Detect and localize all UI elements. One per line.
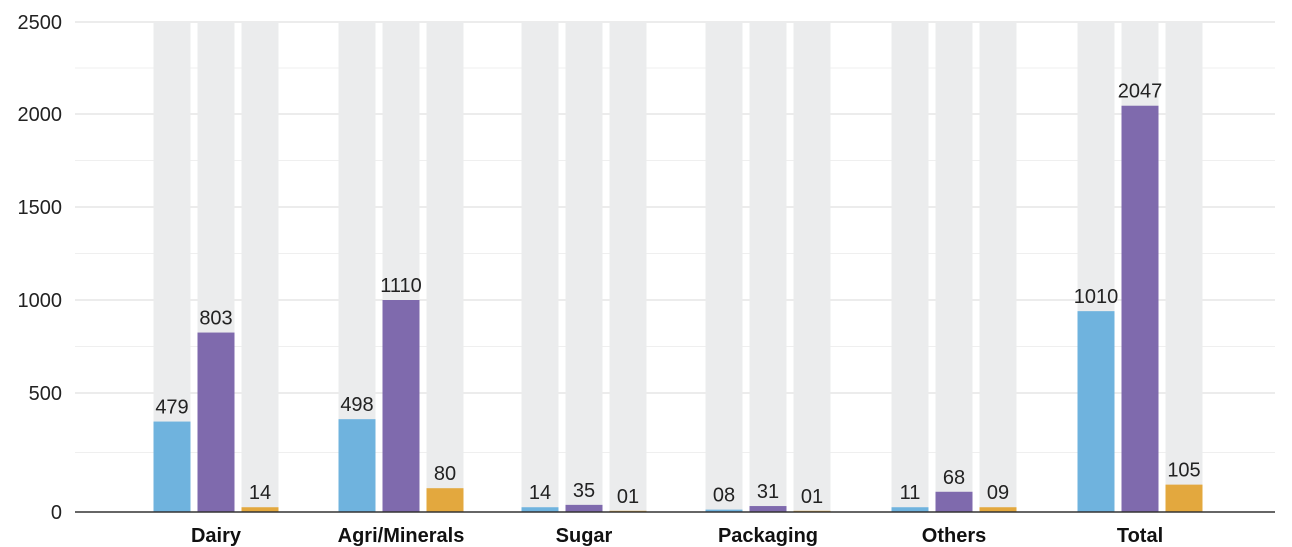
data-label: 80 bbox=[434, 463, 456, 485]
background-bar bbox=[749, 22, 787, 512]
bar bbox=[935, 491, 973, 512]
background-bar bbox=[935, 22, 973, 512]
category-label: Agri/Minerals bbox=[338, 525, 465, 547]
data-labels: 479 803 14 498 1110 80 14 35 01 08 31 01 11 68 09 1010 2… bbox=[155, 81, 1200, 508]
background-bar bbox=[891, 22, 929, 512]
bar bbox=[426, 488, 464, 512]
data-label: 11 bbox=[900, 482, 921, 504]
bar bbox=[338, 419, 376, 512]
data-label: 14 bbox=[529, 482, 551, 504]
y-tick-label: 2000 bbox=[18, 104, 63, 126]
data-label: 14 bbox=[249, 482, 271, 504]
bar bbox=[891, 507, 929, 512]
bar bbox=[1077, 311, 1115, 512]
data-label: 31 bbox=[757, 481, 779, 503]
data-label: 01 bbox=[801, 486, 823, 508]
data-label: 105 bbox=[1167, 460, 1200, 482]
data-label: 2047 bbox=[1118, 81, 1163, 103]
bar bbox=[979, 507, 1017, 512]
category-label: Dairy bbox=[191, 525, 242, 547]
category-label: Packaging bbox=[718, 525, 818, 547]
y-tick-label: 0 bbox=[51, 502, 62, 524]
data-label: 498 bbox=[340, 394, 373, 416]
y-tick-label: 1000 bbox=[18, 290, 63, 312]
category-label: Others bbox=[922, 525, 986, 547]
data-label: 09 bbox=[987, 482, 1009, 504]
bar bbox=[705, 509, 743, 512]
y-tick-label: 2500 bbox=[18, 12, 63, 34]
y-axis-ticks: 0 500 1000 1500 2000 2500 bbox=[18, 12, 63, 524]
background-bar bbox=[521, 22, 559, 512]
y-tick-label: 500 bbox=[29, 383, 62, 405]
data-label: 08 bbox=[713, 485, 735, 507]
data-label: 68 bbox=[943, 467, 965, 489]
bar bbox=[521, 507, 559, 512]
data-label: 01 bbox=[617, 486, 639, 508]
background-bar bbox=[609, 22, 647, 512]
background-bar bbox=[793, 22, 831, 512]
data-label: 1110 bbox=[380, 275, 422, 297]
bar bbox=[749, 506, 787, 512]
background-bar bbox=[1165, 22, 1203, 512]
bar bbox=[1165, 484, 1203, 512]
y-tick-label: 1500 bbox=[18, 197, 63, 219]
bar bbox=[382, 300, 420, 512]
bar bbox=[241, 507, 279, 512]
bar bbox=[197, 332, 235, 512]
category-label: Total bbox=[1117, 525, 1163, 547]
x-axis-categories: Dairy Agri/Minerals Sugar Packaging Others To… bbox=[191, 525, 1163, 547]
background-bar bbox=[705, 22, 743, 512]
category-label: Sugar bbox=[556, 525, 613, 547]
bar bbox=[1121, 105, 1159, 512]
background-bar bbox=[565, 22, 603, 512]
data-bars bbox=[153, 105, 1203, 512]
background-bar bbox=[241, 22, 279, 512]
bar bbox=[153, 421, 191, 512]
bar bbox=[565, 504, 603, 512]
data-label: 479 bbox=[155, 397, 188, 419]
background-bars bbox=[153, 22, 1203, 512]
data-label: 35 bbox=[573, 480, 595, 502]
background-bar bbox=[979, 22, 1017, 512]
data-label: 1010 bbox=[1074, 286, 1119, 308]
background-bar bbox=[426, 22, 464, 512]
data-label: 803 bbox=[199, 308, 232, 330]
